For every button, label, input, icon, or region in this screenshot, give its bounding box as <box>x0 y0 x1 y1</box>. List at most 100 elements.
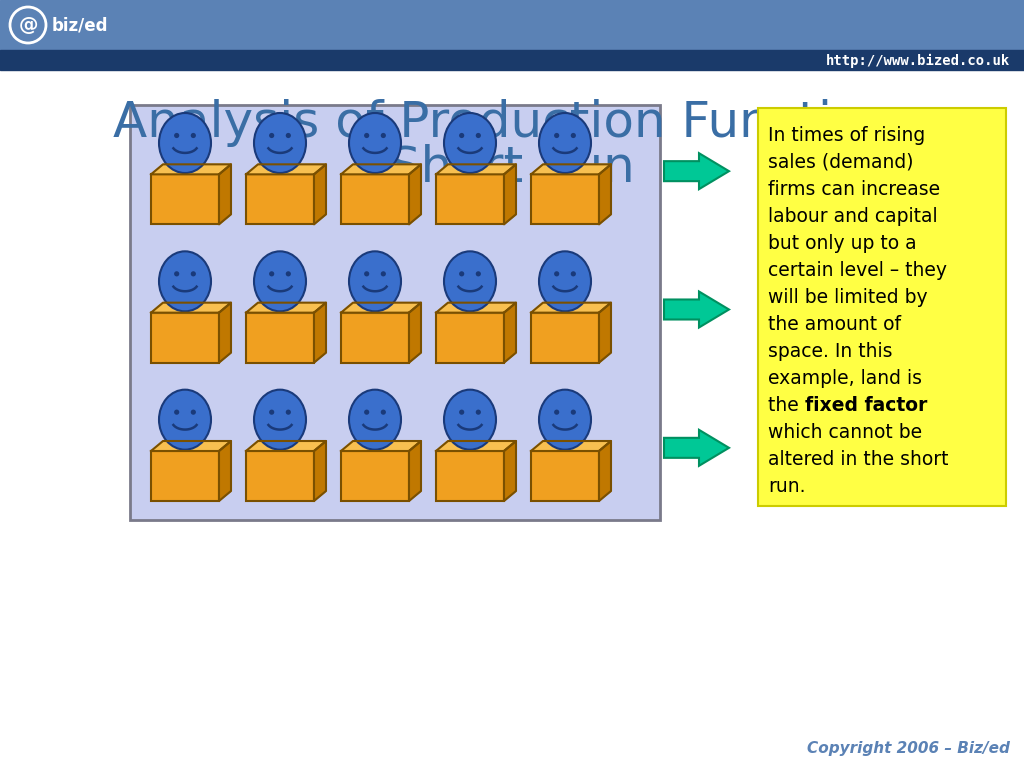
Bar <box>246 174 314 224</box>
Ellipse shape <box>254 113 306 173</box>
Bar <box>0 0 1024 50</box>
Circle shape <box>269 409 274 415</box>
Ellipse shape <box>159 251 211 311</box>
Polygon shape <box>504 303 516 362</box>
Bar <box>0 50 1024 70</box>
Ellipse shape <box>444 113 496 173</box>
Text: which cannot be: which cannot be <box>768 423 923 442</box>
Polygon shape <box>151 164 231 174</box>
Text: example, land is: example, land is <box>768 369 922 388</box>
Polygon shape <box>314 441 326 501</box>
Text: sales (demand): sales (demand) <box>768 153 913 172</box>
Circle shape <box>190 133 196 138</box>
Circle shape <box>174 133 179 138</box>
Text: altered in the short: altered in the short <box>768 450 948 469</box>
Text: space. In this: space. In this <box>768 342 893 361</box>
Bar <box>531 313 599 362</box>
Ellipse shape <box>254 389 306 450</box>
Text: fixed factor: fixed factor <box>805 396 927 415</box>
Bar <box>246 313 314 362</box>
Ellipse shape <box>159 389 211 450</box>
Polygon shape <box>436 164 516 174</box>
Circle shape <box>476 133 481 138</box>
Polygon shape <box>341 441 421 451</box>
Polygon shape <box>599 164 611 224</box>
Ellipse shape <box>349 251 401 311</box>
Polygon shape <box>664 153 729 189</box>
Circle shape <box>174 409 179 415</box>
Ellipse shape <box>539 251 591 311</box>
Circle shape <box>554 133 559 138</box>
Circle shape <box>381 133 386 138</box>
Polygon shape <box>531 441 611 451</box>
Polygon shape <box>531 303 611 313</box>
Circle shape <box>570 271 575 276</box>
Polygon shape <box>664 430 729 466</box>
Circle shape <box>459 133 464 138</box>
Text: Copyright 2006 – Biz/ed: Copyright 2006 – Biz/ed <box>807 740 1010 756</box>
Circle shape <box>459 271 464 276</box>
Ellipse shape <box>349 113 401 173</box>
Text: labour and capital: labour and capital <box>768 207 938 226</box>
Polygon shape <box>151 303 231 313</box>
Polygon shape <box>664 292 729 327</box>
Polygon shape <box>219 303 231 362</box>
Polygon shape <box>341 303 421 313</box>
Circle shape <box>381 271 386 276</box>
Text: the: the <box>768 396 805 415</box>
Bar <box>341 451 409 501</box>
Polygon shape <box>504 164 516 224</box>
Polygon shape <box>531 164 611 174</box>
Polygon shape <box>599 441 611 501</box>
Polygon shape <box>151 441 231 451</box>
Polygon shape <box>436 441 516 451</box>
Bar <box>341 313 409 362</box>
Circle shape <box>269 133 274 138</box>
Polygon shape <box>599 303 611 362</box>
Circle shape <box>554 271 559 276</box>
Text: certain level – they: certain level – they <box>768 261 947 280</box>
Circle shape <box>570 133 575 138</box>
Text: http://www.bized.co.uk: http://www.bized.co.uk <box>825 54 1010 68</box>
Text: biz/ed: biz/ed <box>52 16 109 34</box>
Circle shape <box>286 271 291 276</box>
Polygon shape <box>219 164 231 224</box>
Ellipse shape <box>159 113 211 173</box>
Text: @: @ <box>18 15 38 35</box>
Ellipse shape <box>539 113 591 173</box>
Bar <box>531 451 599 501</box>
Polygon shape <box>504 441 516 501</box>
Bar <box>151 313 219 362</box>
Bar <box>130 105 660 520</box>
Polygon shape <box>246 441 326 451</box>
Ellipse shape <box>539 389 591 450</box>
Circle shape <box>269 271 274 276</box>
Circle shape <box>286 133 291 138</box>
Bar <box>341 174 409 224</box>
Circle shape <box>381 409 386 415</box>
Ellipse shape <box>444 251 496 311</box>
Polygon shape <box>246 303 326 313</box>
Bar <box>436 174 504 224</box>
Text: will be limited by: will be limited by <box>768 288 928 307</box>
Text: firms can increase: firms can increase <box>768 180 940 199</box>
Text: the amount of: the amount of <box>768 315 901 334</box>
Text: but only up to a: but only up to a <box>768 234 916 253</box>
Polygon shape <box>219 441 231 501</box>
Polygon shape <box>409 164 421 224</box>
Circle shape <box>570 409 575 415</box>
Bar <box>151 451 219 501</box>
Circle shape <box>365 409 370 415</box>
Circle shape <box>190 409 196 415</box>
Text: run.: run. <box>768 477 806 496</box>
Circle shape <box>459 409 464 415</box>
Bar <box>436 313 504 362</box>
Polygon shape <box>246 164 326 174</box>
Ellipse shape <box>444 389 496 450</box>
Circle shape <box>190 271 196 276</box>
Circle shape <box>365 133 370 138</box>
Circle shape <box>365 271 370 276</box>
Bar <box>436 451 504 501</box>
Bar <box>151 174 219 224</box>
Bar <box>246 451 314 501</box>
